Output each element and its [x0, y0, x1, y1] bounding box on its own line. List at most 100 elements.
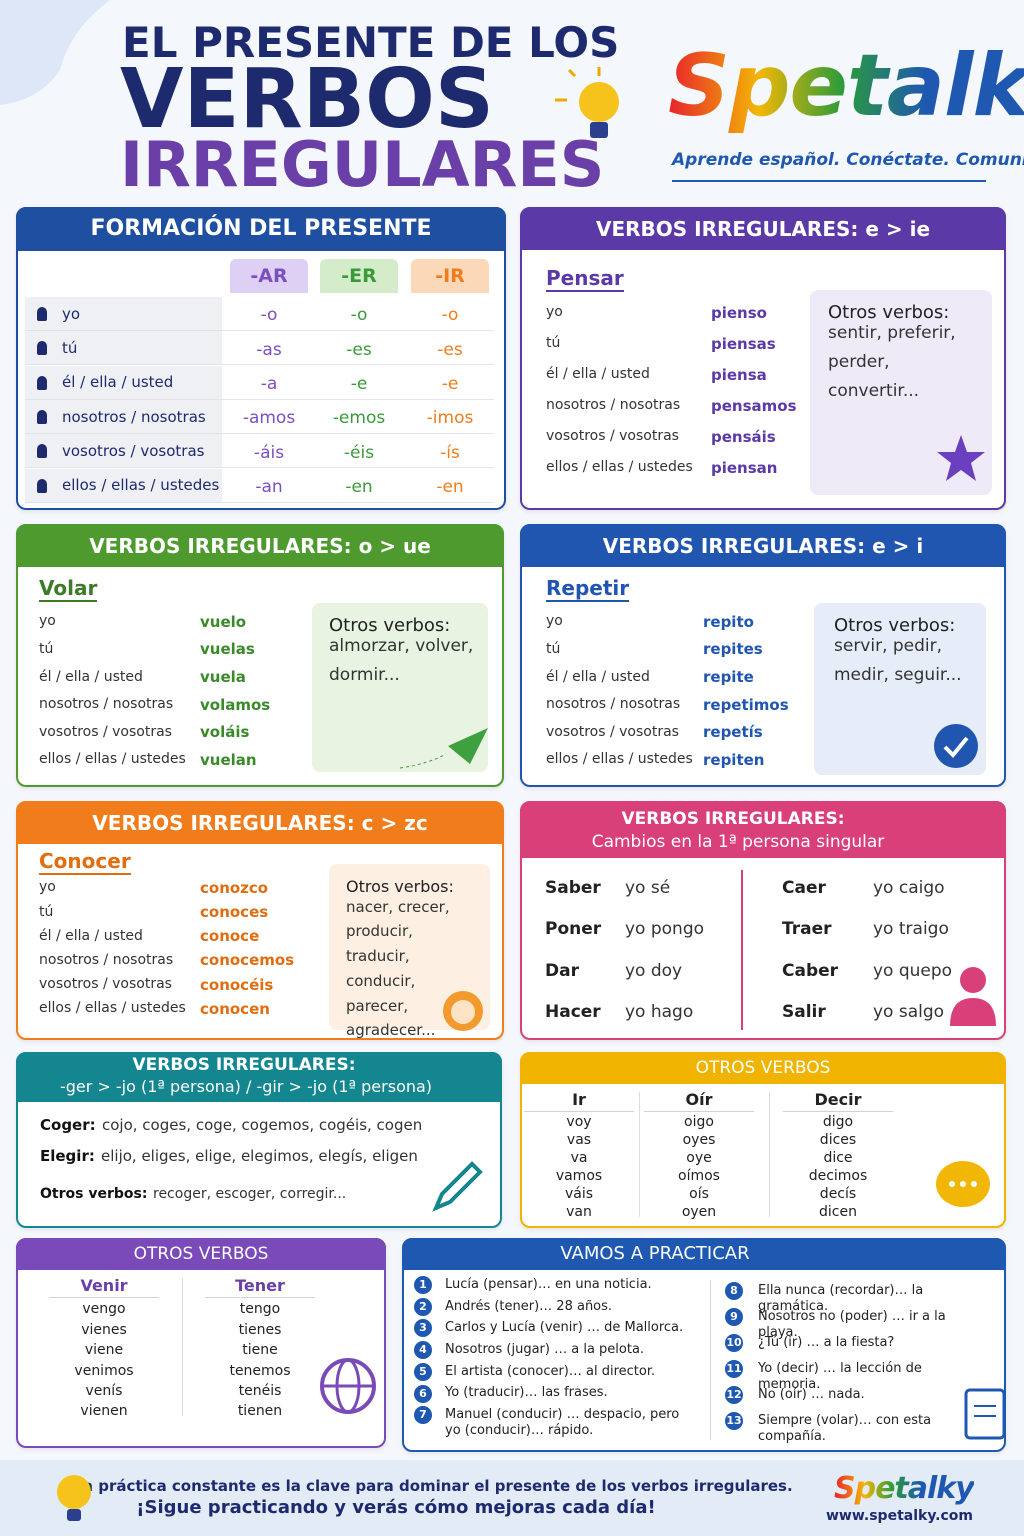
- verb-form: yo doy: [625, 961, 683, 982]
- verb-form: tengo: [239, 1301, 281, 1318]
- verb-form: yo salgo: [873, 1002, 945, 1023]
- panel-header: [520, 524, 1006, 567]
- pronoun: tú: [546, 640, 561, 657]
- ending: -áis: [253, 442, 285, 463]
- pronoun: ellos / ellas / ustedes: [546, 751, 693, 768]
- column-label: -ER: [341, 265, 377, 288]
- ending: -en: [345, 476, 373, 497]
- pronoun: ellos / ellas / ustedes: [546, 459, 693, 476]
- verb-form: vuelan: [200, 750, 257, 769]
- verb-form: piensa: [711, 365, 767, 384]
- column-divider: [768, 1092, 770, 1217]
- verb-form: repito: [703, 612, 754, 631]
- name-underline: [205, 1297, 315, 1298]
- verb-form: conozco: [200, 878, 269, 897]
- verb-form: repetís: [703, 723, 763, 742]
- verb-form: conoce: [200, 927, 260, 946]
- verb-form: yo caigo: [873, 878, 945, 899]
- pronoun: nosotros / nosotras: [39, 696, 174, 713]
- item-number: 5: [414, 1362, 432, 1381]
- verb-forms: elijo, eliges, elige, elegimos, elegís, …: [101, 1146, 418, 1165]
- panel-header: [402, 1238, 1006, 1270]
- verb-form: pensáis: [711, 427, 776, 446]
- verb-name: Decir: [814, 1090, 862, 1110]
- pronoun: él / ella / usted: [62, 373, 174, 392]
- logo: Spetalky: [668, 35, 1024, 138]
- chat-icon: [936, 1161, 990, 1207]
- others-list: sentir, preferir, perder, convertir...: [828, 323, 956, 402]
- others-label: Otros verbos:: [828, 301, 950, 323]
- exercise: ¿Tú (ir) … a la fiesta?: [758, 1334, 895, 1350]
- verb-form: yo quepo: [873, 961, 953, 982]
- verb-name: Oír: [685, 1090, 713, 1110]
- pronoun: tú: [39, 903, 54, 920]
- ending: -o: [441, 305, 459, 326]
- lightbulb-icon: [555, 67, 619, 138]
- verb-name: Salir: [782, 1002, 826, 1023]
- ending: -an: [255, 476, 283, 497]
- verb-name: Saber: [545, 878, 601, 899]
- verb-form: yo sé: [625, 878, 671, 899]
- panel-title: OTROS VERBOS: [133, 1244, 269, 1265]
- pronoun: vosotros / vosotras: [39, 976, 172, 993]
- verb-form: venimos: [74, 1362, 134, 1379]
- panel-title: VERBOS IRREGULARES: e > ie: [595, 216, 931, 241]
- verb-name: Caber: [782, 961, 839, 982]
- globe-icon: [320, 1358, 376, 1414]
- exercise: No (oír) … nada.: [758, 1386, 865, 1402]
- panel-title: VERBOS IRREGULARES: e > i: [602, 533, 924, 558]
- exercise: Andrés (tener)… 28 años.: [445, 1298, 613, 1314]
- verb-form: tenéis: [238, 1382, 282, 1399]
- title-sub: IRREGULARES: [120, 127, 605, 201]
- pronoun: ellos / ellas / ustedes: [62, 476, 220, 495]
- name-underline: [644, 1111, 754, 1112]
- verb-form: dicen: [819, 1204, 857, 1221]
- verb-name: Traer: [782, 919, 832, 940]
- verb-form: oímos: [678, 1168, 720, 1185]
- ending: -o: [260, 305, 278, 326]
- verb-form: conoces: [200, 902, 269, 921]
- verb-name: Venir: [80, 1276, 128, 1296]
- pronoun: él / ella / usted: [39, 927, 143, 944]
- column-pill: [230, 259, 308, 293]
- ending: -e: [350, 374, 368, 395]
- exercise: Lucía (pensar)… en una noticia.: [445, 1276, 652, 1292]
- verb-form: repites: [703, 640, 763, 659]
- verb-forms: cojo, coges, coge, cogemos, cogéis, coge…: [102, 1115, 423, 1134]
- verb-form: yo pongo: [625, 919, 705, 940]
- others-label: Otros verbos:: [834, 614, 956, 636]
- verb-form: decimos: [808, 1168, 868, 1185]
- column-pill: [320, 259, 398, 293]
- title-top: EL PRESENTE DE LOS: [122, 17, 620, 67]
- clipboard-icon: [964, 1388, 1006, 1440]
- ending: -a: [260, 374, 278, 395]
- verb-form: dice: [823, 1150, 853, 1167]
- person-icon: [37, 409, 47, 424]
- verb-form: van: [566, 1204, 592, 1221]
- verb-name: Dar: [545, 961, 579, 982]
- exercise: Carlos y Lucía (venir) … de Mallorca.: [445, 1320, 684, 1336]
- verb-form: vamos: [555, 1168, 603, 1185]
- column-divider: [741, 870, 743, 1030]
- verb-form: repiten: [703, 750, 765, 769]
- ending: -ís: [440, 442, 460, 463]
- column-divider: [710, 1280, 711, 1440]
- name-underline: [783, 1111, 893, 1112]
- row-line: [222, 467, 494, 469]
- panel: [16, 1238, 386, 1448]
- verb-form: volamos: [200, 695, 271, 714]
- column-pill: [411, 259, 489, 293]
- pronoun: yo: [39, 879, 56, 896]
- item-number: 2: [414, 1297, 432, 1316]
- pronoun: nosotros / nosotras: [546, 696, 681, 713]
- ending: -es: [346, 339, 372, 360]
- exercise: El artista (conocer)… al director.: [445, 1363, 656, 1379]
- row-line: [222, 501, 494, 503]
- verb-form: repite: [703, 667, 754, 686]
- verb-name: Volar: [39, 575, 98, 602]
- ending: -éis: [343, 442, 375, 463]
- pronoun: vosotros / vosotras: [546, 428, 679, 445]
- panel-header: [520, 801, 1006, 858]
- item-number: 12: [725, 1386, 743, 1404]
